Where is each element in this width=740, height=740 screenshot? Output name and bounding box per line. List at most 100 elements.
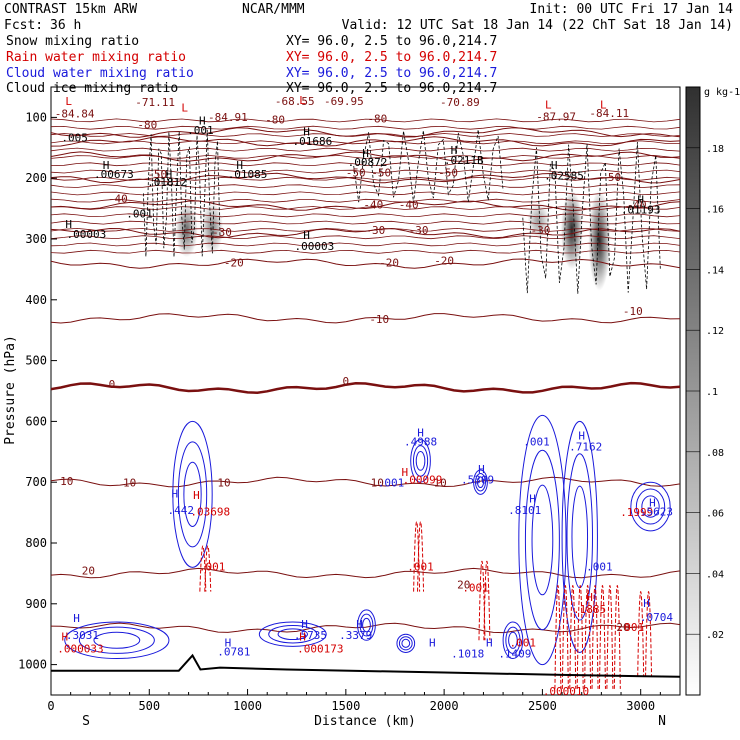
- colorbar-tick-label: .08: [706, 448, 724, 459]
- cloud-water-contour: [362, 617, 371, 633]
- rain-water-contour: [478, 561, 486, 641]
- cloud-water-contour: [412, 445, 429, 477]
- cloud-ice-value-label: .01686: [293, 135, 333, 148]
- high-marker: H: [225, 636, 232, 649]
- field-snow-xy: XY= 96.0, 2.5 to 96.0,214.7: [286, 34, 497, 49]
- x-tick-label: 500: [138, 699, 160, 713]
- cloud-ice-value-label: .005: [61, 132, 88, 145]
- plot-layer: -80 -80 -80 -50 -50 -50 -50 -50 -40 -40 -40 -40 -30 -…: [51, 94, 680, 698]
- isotherm-label: 10: [60, 475, 73, 488]
- cloud-water-value-label: .001: [523, 436, 550, 449]
- cloud-ice-value-label: .01812: [147, 176, 187, 189]
- rain-water-value-label: .000033: [57, 642, 103, 655]
- cloud-water-contour: [561, 420, 598, 653]
- isotherm-line: [51, 200, 680, 212]
- forecast-label: Fcst:: [4, 18, 43, 33]
- field-cloud-water-xy: XY= 96.0, 2.5 to 96.0,214.7: [286, 66, 497, 81]
- isotherm-line: [51, 133, 680, 137]
- isotherm-line: [51, 118, 680, 123]
- isotherm-line: [51, 213, 680, 218]
- x-tick-label: 1000: [233, 699, 262, 713]
- rain-water-value-label: .03698: [190, 506, 230, 519]
- cloud-water-contour: [476, 476, 485, 489]
- high-marker: H: [236, 159, 243, 172]
- high-marker: H: [402, 466, 409, 479]
- cloud-ice-contour: [522, 141, 661, 294]
- isotherm-label: 10: [123, 476, 136, 489]
- rain-water-contour: [591, 585, 599, 689]
- rain-water-contour: [569, 585, 577, 689]
- rain-water-value-label: .000173: [297, 642, 343, 655]
- isotherm-label: -20: [379, 256, 399, 269]
- high-marker: H: [478, 463, 485, 476]
- rain-water-contour: [613, 585, 621, 689]
- high-marker: H: [73, 612, 80, 625]
- isotherm-line: [51, 249, 680, 254]
- minimum-label: -70.89: [440, 96, 480, 109]
- rain-water-value-label: .000010: [543, 685, 589, 698]
- high-marker: H: [451, 144, 458, 157]
- forecast-value: 36 h: [50, 18, 81, 33]
- high-marker: H: [362, 147, 369, 160]
- cloud-ice-value-label: .001: [126, 208, 153, 221]
- rain-water-contour: [199, 545, 207, 592]
- high-marker: H: [303, 126, 310, 139]
- cloud-water-contour: [398, 636, 413, 651]
- y-tick-label: 900: [25, 597, 47, 611]
- plot-content: -80 -80 -80 -50 -50 -50 -50 -50 -40 -40 -40 -40 -30 -…: [51, 94, 680, 698]
- high-marker: H: [193, 489, 200, 502]
- high-marker: H: [172, 487, 179, 500]
- cloud-water-contour: [566, 453, 593, 621]
- rain-water-value-label: .00099: [403, 473, 443, 486]
- rain-water-value-label: .001: [618, 621, 645, 634]
- cloud-water-value-label: .0781: [217, 645, 250, 658]
- center-name: NCAR/MMM: [242, 2, 305, 17]
- isotherm-line: [51, 125, 680, 130]
- high-marker: H: [551, 159, 558, 172]
- cloud-water-contour: [410, 439, 431, 483]
- minimum-label: -84.84: [55, 107, 95, 120]
- isotherm-label: 10: [371, 476, 384, 489]
- colorbar-tick-label: .16: [706, 205, 724, 216]
- isotherm-label: -40: [108, 193, 128, 206]
- isotherm-label: 10: [434, 476, 447, 489]
- high-marker: H: [429, 636, 436, 649]
- isotherm-line: [51, 258, 680, 269]
- cloud-water-contour: [277, 628, 308, 641]
- field-rain-xy: XY= 96.0, 2.5 to 96.0,214.7: [286, 50, 497, 65]
- isotherm-label: 0: [343, 375, 350, 388]
- isotherm-label: -40: [363, 199, 383, 212]
- cloud-water-contour: [415, 451, 426, 471]
- rain-water-contour: [637, 591, 645, 677]
- isotherm-line: [51, 191, 680, 196]
- cloud-water-contour: [571, 485, 589, 589]
- cloud-water-contour: [524, 449, 560, 631]
- x-axis-label: Distance (km): [314, 714, 416, 729]
- rain-water-value-label: .1999: [620, 506, 653, 519]
- y-tick-label: 500: [25, 354, 47, 368]
- cloud-water-contour: [359, 613, 374, 637]
- cloud-water-contour: [502, 621, 524, 660]
- y-tick-label: 400: [25, 293, 47, 307]
- high-marker: H: [637, 194, 644, 207]
- x-tick-label: 2500: [528, 699, 557, 713]
- high-marker: H: [65, 218, 72, 231]
- low-marker: L: [299, 94, 306, 107]
- isotherm-label: 20: [616, 621, 629, 634]
- cloud-water-contour: [630, 481, 671, 532]
- cloud-water-value-label: .3031: [66, 629, 99, 642]
- rain-water-contour: [584, 585, 592, 689]
- colorbar-ticks: .02 .04 .06 .08 .1 .12 .14 .16 .18: [686, 144, 724, 641]
- cloud-water-value-label: .3379: [339, 629, 372, 642]
- cloud-water-contour: [396, 633, 416, 653]
- isotherm-line: [51, 136, 680, 147]
- cloud-water-contour: [505, 626, 521, 654]
- cloud-ice-value-label: .00003: [295, 240, 335, 253]
- colorbar-tick-label: .02: [706, 630, 724, 641]
- high-marker: H: [301, 618, 308, 631]
- isotherm-label: -50: [147, 168, 167, 181]
- rain-water-value-label: .001: [510, 636, 537, 649]
- colorbar-tick-label: .06: [706, 509, 724, 520]
- isotherm-label: -10: [623, 305, 643, 318]
- rain-water-contour: [645, 591, 653, 677]
